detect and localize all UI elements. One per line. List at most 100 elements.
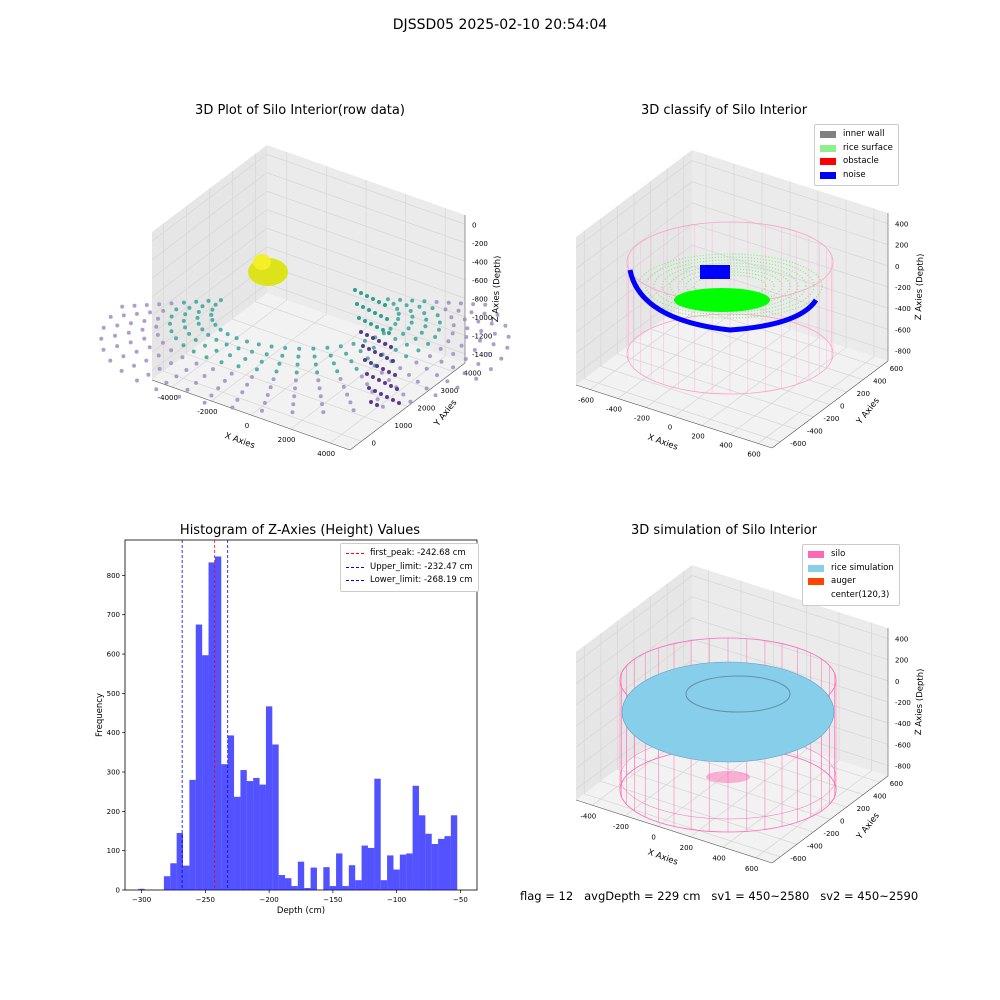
p1-point [338, 344, 343, 349]
histogram-bar [438, 838, 445, 890]
p2-z-tick-label: -400 [895, 305, 911, 313]
p1-point [404, 342, 409, 347]
p1-point [410, 298, 415, 303]
p1-point [375, 364, 379, 368]
p1-point [132, 363, 136, 368]
legend-item-rice-surface: rice surface [820, 142, 893, 156]
p4-y-tick-label: 400 [873, 793, 886, 801]
p4-x-tick-label: 600 [745, 865, 758, 873]
p1-point [385, 356, 389, 360]
p1-point [128, 340, 133, 345]
p1-point [348, 400, 353, 405]
figure-suptitle: DJSSD05 2025-02-10 20:54:04 [392, 17, 608, 33]
histogram-bar [246, 781, 254, 890]
p1-point [393, 347, 398, 352]
p1-point [433, 335, 438, 339]
p1-point [391, 398, 395, 402]
p1-point [482, 311, 487, 316]
p1-x-tick-label: -2000 [197, 408, 217, 416]
p4-x-tick-label: -200 [613, 823, 629, 831]
p1-point [434, 300, 439, 304]
p4-z-tick-label: 200 [895, 657, 908, 665]
p1-point [230, 405, 235, 410]
p2-x-axis-line [575, 384, 773, 449]
p1-point [140, 327, 145, 332]
p1-x-tick-label: 4000 [317, 450, 335, 458]
p1-point [99, 336, 104, 341]
p1-point [463, 357, 468, 361]
p1-point [435, 373, 439, 378]
p1-y-tick-label: 1000 [395, 422, 413, 430]
p1-point [164, 380, 169, 385]
p4-y-axis-line [771, 775, 889, 864]
p1-point [369, 322, 373, 326]
p1-point [316, 378, 321, 383]
p1-point [381, 367, 385, 371]
p1-point [505, 345, 510, 350]
p1-point [157, 302, 162, 307]
histogram-x-tick-label: −150 [323, 896, 342, 904]
p1-point [235, 397, 240, 402]
p2-noise-cluster [700, 265, 730, 279]
p2-y-tick-label: -600 [790, 440, 806, 448]
p2-rice-dense [674, 288, 770, 312]
p4-gridline-y [583, 645, 781, 858]
panel2-legend: inner wall rice surface obstacle noise [814, 124, 899, 186]
histogram-bar [367, 847, 375, 890]
p1-point [407, 372, 411, 377]
p1-point [363, 338, 367, 343]
p1-gridline-y [163, 223, 362, 442]
p2-z-tick-label: -800 [895, 347, 911, 355]
p1-point [375, 403, 379, 407]
legend-item-silo: silo [808, 548, 894, 562]
p1-point [462, 371, 467, 376]
p1-point [135, 378, 139, 383]
p1-point [396, 317, 401, 321]
p1-point [268, 385, 273, 390]
p1-point [401, 331, 406, 336]
p1-point [415, 379, 420, 384]
p1-point [240, 390, 245, 395]
legend-swatch [808, 578, 824, 586]
p1-point [169, 361, 173, 366]
p2-gridline-z [575, 223, 889, 312]
p2-gridline-y [650, 181, 847, 393]
p1-grid [151, 152, 466, 444]
histogram-bar [450, 815, 458, 890]
histogram-y-tick-label: 400 [107, 729, 120, 737]
p1-point [437, 327, 441, 332]
p1-point [128, 321, 133, 326]
legend-swatch [808, 591, 824, 599]
p1-point [294, 370, 299, 375]
p1-point [312, 354, 317, 359]
p1-point [503, 323, 508, 328]
p1-gridline-z [151, 172, 466, 261]
p2-rice-ring [653, 259, 807, 313]
p1-point [391, 359, 395, 363]
p1-point [194, 361, 199, 366]
p4-x-tick-label: 200 [680, 844, 693, 852]
p1-point [256, 342, 261, 347]
p2-z-tick-label: -600 [895, 326, 911, 334]
legend-line [346, 553, 364, 555]
p2-gridline-x [757, 208, 875, 444]
p1-point [385, 395, 389, 399]
p1-point [455, 385, 460, 390]
p1-point [277, 361, 282, 366]
p1-point [395, 387, 399, 391]
p1-point [437, 320, 442, 325]
p2-rice-surface [637, 253, 823, 319]
p2-x-tick-label: 0 [668, 424, 672, 432]
histogram-bar [214, 556, 222, 890]
p1-x-tick-label: 2000 [278, 436, 296, 444]
p2-gridline-z [575, 265, 889, 354]
p1-point [174, 307, 179, 312]
p1-point [404, 303, 409, 308]
p1-point [214, 348, 219, 353]
p1-point [469, 310, 474, 315]
p1-point [351, 341, 356, 346]
p2-gridline-x [729, 199, 847, 435]
p2-gridline-y [583, 230, 781, 443]
p1-point [293, 378, 298, 383]
